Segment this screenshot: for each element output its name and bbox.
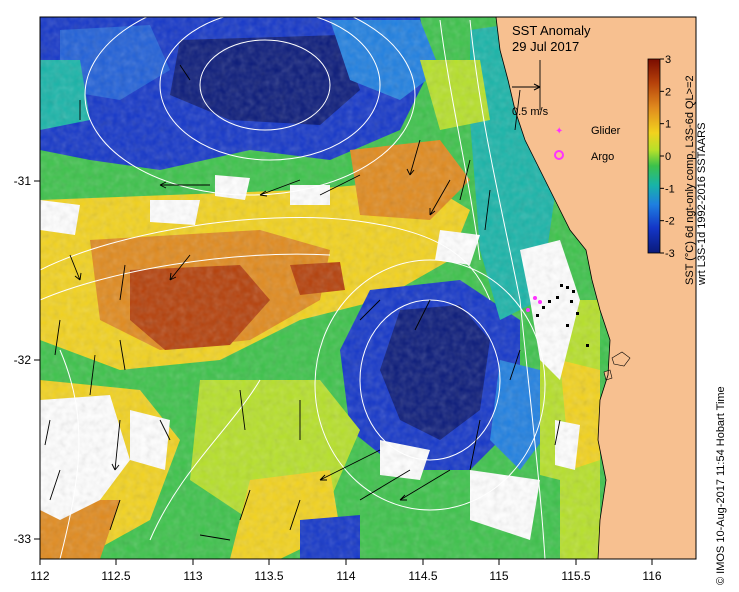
x-axis-ticks: 112 112.5 113 113.5 114 114.5 115 115.5 116 — [30, 559, 662, 583]
glider-icon: ✦ — [555, 126, 563, 137]
colorbar-tick-label: -2 — [665, 216, 675, 228]
x-tick-label: 113 — [183, 569, 202, 583]
credit-label: © IMOS 10-Aug-2017 11:54 Hobart Time — [715, 386, 727, 585]
map-date: 29 Jul 2017 — [512, 39, 579, 54]
x-tick-label: 112.5 — [101, 569, 130, 583]
velocity-scale-arrow — [512, 83, 541, 91]
x-tick-label: 112 — [30, 569, 49, 583]
x-tick-label: 114 — [336, 569, 355, 583]
colorbar-tick-label: 0 — [665, 151, 671, 163]
legend-glider-label: Glider — [591, 125, 621, 137]
colorbar-tick-label: 3 — [665, 54, 671, 66]
colorbar: 3 2 1 0 -1 -2 -3 SST (°C) 6d ngt-only comp, L3… — [647, 54, 708, 286]
land-western-australia — [496, 17, 696, 559]
x-tick-label: 115 — [489, 569, 508, 583]
x-tick-label: 116 — [642, 569, 661, 583]
x-tick-label: 113.5 — [254, 569, 283, 583]
x-tick-label: 114.5 — [408, 569, 437, 583]
y-tick-label: -33 — [14, 532, 32, 546]
legend-glider: ✦ Glider — [555, 125, 621, 137]
colorbar-tick-label: -1 — [665, 183, 675, 195]
y-tick-label: -32 — [14, 353, 32, 367]
argo-icon — [554, 150, 564, 160]
glider-track — [526, 296, 542, 312]
float-positions — [536, 284, 589, 347]
y-tick-label: -31 — [14, 174, 32, 188]
legend-argo-label: Argo — [591, 151, 614, 163]
colorbar-tick-label: -3 — [665, 248, 675, 260]
map-title: SST Anomaly — [512, 23, 591, 38]
colorbar-label-1: SST (°C) 6d ngt-only comp, L3S-6d QL>=2 — [684, 75, 696, 285]
velocity-scale-label: 0.5 m/s — [512, 106, 549, 118]
colorbar-tick-label: 2 — [665, 86, 671, 98]
colorbar-label-2: wrt L3S-1d 1992-2016 SSTAARS — [696, 123, 708, 286]
sst-field — [40, 17, 696, 559]
altimetry-contours — [40, 17, 546, 559]
y-axis-ticks: -31 -32 -33 — [14, 174, 40, 546]
plot-frame — [39, 16, 697, 560]
current-vectors — [44, 60, 561, 541]
legend-argo: Argo — [554, 150, 614, 163]
x-tick-label: 115.5 — [561, 569, 590, 583]
colorbar-tick-label: 1 — [665, 119, 671, 131]
colorbar-ticks: 3 2 1 0 -1 -2 -3 — [660, 54, 675, 260]
